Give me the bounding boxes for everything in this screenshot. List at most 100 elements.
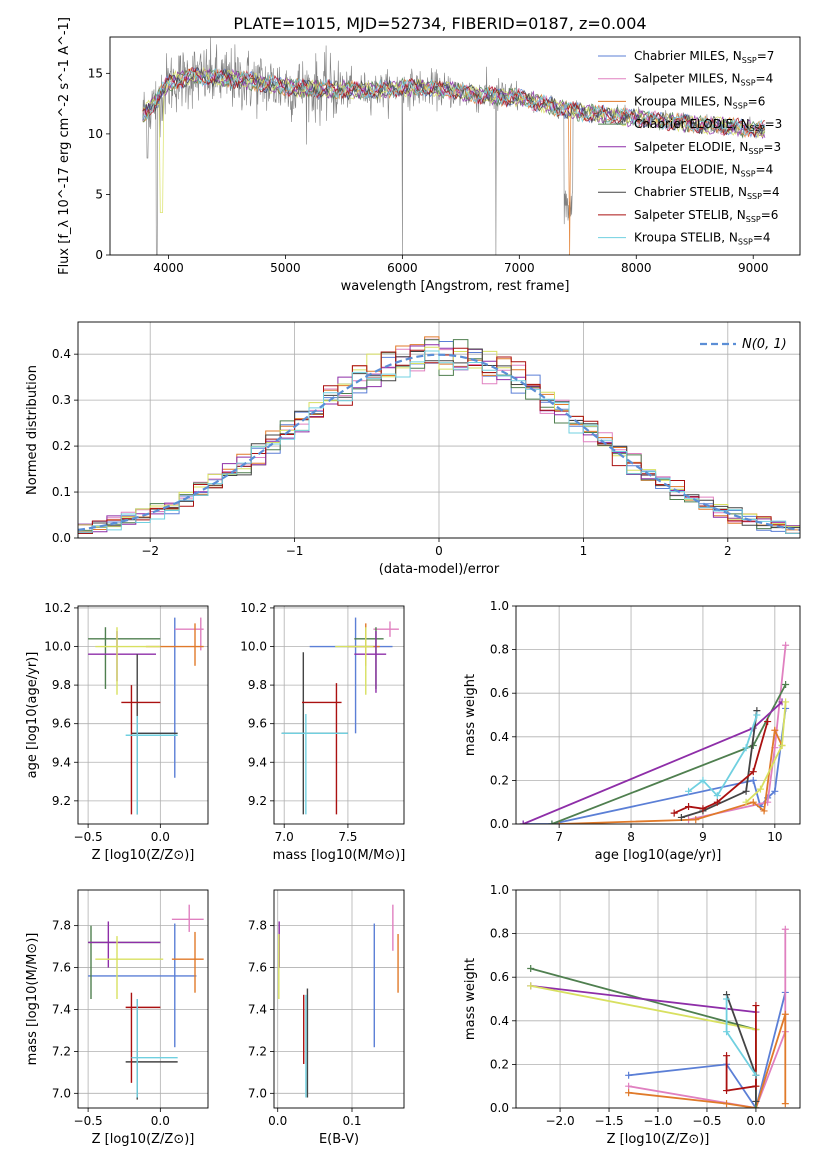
y-tick-label: 7.2 xyxy=(52,1044,71,1058)
x-tick-label: 8 xyxy=(627,830,635,844)
mass-weight-point xyxy=(625,1082,633,1090)
mass-weight-point xyxy=(723,1087,731,1095)
plot-area xyxy=(88,904,204,1100)
mass-weight-point xyxy=(548,820,556,824)
histogram-line xyxy=(78,346,800,528)
y-axis-label: Normed distribution xyxy=(25,365,40,495)
x-tick-label: 9 xyxy=(699,830,707,844)
y-tick-label: 7.6 xyxy=(52,961,71,975)
x-tick-label: 0.0 xyxy=(268,1114,287,1128)
x-tick-label: 6000 xyxy=(387,261,418,275)
x-tick-label: 7 xyxy=(555,830,563,844)
mass-weight-point xyxy=(692,816,700,824)
y-tick-label: 7.6 xyxy=(248,961,267,975)
x-tick-label: 8000 xyxy=(621,261,652,275)
y-tick-label: 9.8 xyxy=(52,678,71,692)
panel-mass-vs-z: −0.5 0.0 7.0 7.2 7.4 7.6 7.8 Z [log10(Z/Z⊙)] mas… xyxy=(25,889,209,1147)
legend-entry: Salpeter ELODIE, NSSP=3 xyxy=(634,140,781,156)
y-tick-label: 0.6 xyxy=(490,970,509,984)
mass-weight-point xyxy=(760,807,768,815)
plot-area xyxy=(78,336,800,534)
mass-weight-point xyxy=(756,785,764,793)
mass-weight-point xyxy=(685,803,693,811)
mass-weight-point xyxy=(742,787,750,795)
y-tick-label: 10 xyxy=(88,127,103,141)
axes-frame xyxy=(273,605,405,825)
mass-weight-point xyxy=(625,1071,633,1079)
legend-entry: Kroupa MILES, NSSP=6 xyxy=(634,94,765,110)
x-tick-label: −1.5 xyxy=(594,1114,623,1128)
mass-weight-series-line xyxy=(559,727,783,824)
mass-weight-point xyxy=(752,1097,760,1105)
x-tick-label: 0.0 xyxy=(151,830,170,844)
mass-weight-point xyxy=(771,726,779,734)
y-tick-label: 0.8 xyxy=(490,927,509,941)
x-tick-label: 4000 xyxy=(153,261,184,275)
mass-weight-point xyxy=(753,711,761,719)
mass-weight-point xyxy=(749,768,757,776)
x-tick-label: 0 xyxy=(435,544,443,558)
x-tick-label: 0.0 xyxy=(746,1114,765,1128)
axes-frame xyxy=(515,889,801,1109)
y-tick-label: 9.4 xyxy=(248,755,267,769)
legend-entry: Kroupa STELIB, NSSP=4 xyxy=(634,231,771,247)
y-axis-label: mass [log10(M/M⊙)] xyxy=(25,933,40,1066)
mass-weight-point xyxy=(778,742,786,750)
legend-entry: Chabrier STELIB, NSSP=4 xyxy=(634,185,780,201)
mass-weight-point xyxy=(781,925,789,933)
mass-weight-point xyxy=(713,798,721,806)
mass-weight-point xyxy=(519,820,527,824)
axes-frame xyxy=(77,321,801,539)
x-axis-label: Z [log10(Z/Z⊙)] xyxy=(92,1132,195,1147)
legend-entry: Kroupa ELODIE, NSSP=4 xyxy=(634,163,773,179)
x-axis-label: wavelength [Angstrom, rest frame] xyxy=(341,279,570,294)
mass-weight-point xyxy=(723,1052,731,1060)
mass-weight-series-line xyxy=(530,985,757,1087)
mass-weight-point xyxy=(699,776,707,784)
x-tick-label: 0.0 xyxy=(151,1114,170,1128)
x-axis-label: mass [log10(M/M⊙)] xyxy=(273,848,406,863)
y-tick-label: 9.2 xyxy=(52,794,71,808)
x-tick-label: −1.0 xyxy=(643,1114,672,1128)
y-tick-label: 7.2 xyxy=(248,1044,267,1058)
y-tick-label: 0.0 xyxy=(490,817,509,831)
mass-weight-point xyxy=(749,798,757,806)
x-tick-label: −0.5 xyxy=(74,830,103,844)
y-tick-label: 7.8 xyxy=(52,919,71,933)
plot-area xyxy=(142,37,766,255)
legend-entry: Chabrier ELODIE, NSSP=3 xyxy=(634,117,782,133)
plot-area xyxy=(519,641,790,824)
y-tick-label: 0.2 xyxy=(490,773,509,787)
mass-weight-point xyxy=(749,776,757,784)
observed-spectrum-line xyxy=(142,37,766,255)
x-tick-label: −2.0 xyxy=(545,1114,574,1128)
axes-frame xyxy=(77,889,209,1109)
mass-weight-point xyxy=(781,1100,789,1108)
y-tick-label: 10.2 xyxy=(44,601,71,615)
y-tick-label: 9.2 xyxy=(248,794,267,808)
gaussian-legend-label: N(0, 1) xyxy=(742,337,787,352)
y-tick-label: 1.0 xyxy=(490,883,509,897)
y-tick-label: 9.6 xyxy=(52,717,71,731)
y-axis-label: age [log10(age/yr)] xyxy=(25,652,40,779)
y-tick-label: 15 xyxy=(88,66,103,80)
mass-weight-series-line xyxy=(530,985,757,1013)
y-tick-label: 0.4 xyxy=(490,1014,509,1028)
axes-frame xyxy=(77,605,209,825)
figure-title: PLATE=1015, MJD=52734, FIBERID=0187, z=0… xyxy=(233,14,646,33)
mass-weight-point xyxy=(752,1071,760,1079)
mass-weight-point xyxy=(723,995,731,1003)
mass-weight-series-line xyxy=(725,1005,757,1092)
plot-area xyxy=(527,925,789,1108)
mass-weight-series-line xyxy=(745,701,787,803)
panel-age-vs-mass: 7.0 7.5 9.2 9.4 9.6 9.8 10.0 10.2 mass [log10(M/… xyxy=(240,601,405,863)
mass-weight-point xyxy=(742,798,750,806)
x-tick-label: −2 xyxy=(141,544,159,558)
mass-weight-point xyxy=(713,792,721,800)
x-tick-label: 5000 xyxy=(270,261,301,275)
mass-weight-point xyxy=(752,1002,760,1010)
x-tick-label: −1 xyxy=(286,544,304,558)
mass-weight-point xyxy=(625,1089,633,1097)
y-tick-label: 10.0 xyxy=(240,640,267,654)
